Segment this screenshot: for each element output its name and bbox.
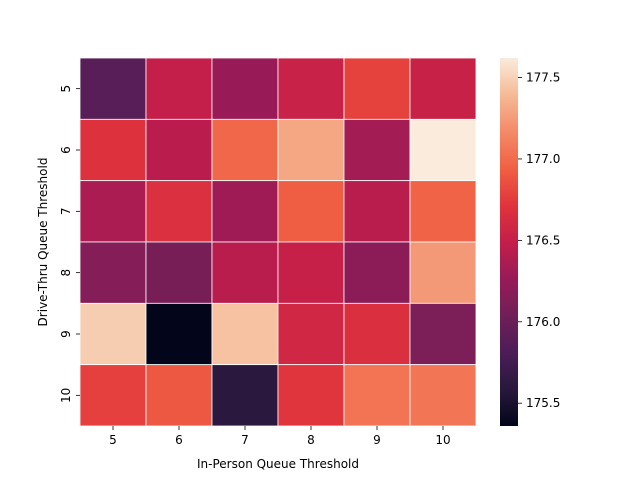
heatmap-cell (211, 364, 279, 427)
heatmap-cell (145, 302, 213, 366)
colorbar (500, 58, 518, 426)
x-tick-label: 9 (373, 433, 381, 447)
heatmap-cell (343, 302, 411, 366)
heatmap-cell (409, 180, 477, 243)
heatmap-cell (343, 364, 411, 427)
heatmap-cells (79, 57, 477, 427)
heatmap-cell (145, 364, 213, 427)
heatmap-cell (343, 180, 411, 243)
y-tick-label: 5 (59, 85, 73, 93)
colorbar-tick-label: 176.5 (526, 233, 560, 247)
x-axis-ticks: 5 6 7 8 9 10 (109, 426, 451, 447)
heatmap-cell (277, 57, 345, 120)
colorbar-tick-label: 177.0 (526, 152, 560, 166)
heatmap-cell (145, 118, 213, 182)
heatmap-cell (409, 118, 477, 182)
heatmap-cell (211, 57, 279, 120)
heatmap-cell (79, 180, 147, 243)
heatmap-cell (145, 241, 213, 304)
heatmap-cell (211, 180, 279, 243)
heatmap-cell (343, 118, 411, 182)
y-tick-label: 9 (59, 330, 73, 338)
heatmap-cell (79, 57, 147, 120)
y-tick-label: 10 (59, 388, 73, 403)
y-axis-ticks: 5 6 7 8 9 10 (59, 85, 80, 403)
heatmap-cell (145, 180, 213, 243)
heatmap-cell (277, 364, 345, 427)
x-tick-label: 7 (241, 433, 249, 447)
heatmap-cell (409, 241, 477, 304)
colorbar-tick-label: 176.0 (526, 315, 560, 329)
heatmap-cell (79, 118, 147, 182)
heatmap-cell (409, 302, 477, 366)
heatmap-cell (211, 241, 279, 304)
heatmap-cell (145, 57, 213, 120)
heatmap-cell (79, 364, 147, 427)
y-tick-label: 7 (59, 208, 73, 216)
heatmap-cell (343, 57, 411, 120)
heatmap-cell (277, 302, 345, 366)
heatmap-cell (79, 302, 147, 366)
heatmap-cell (277, 241, 345, 304)
heatmap-cell (211, 302, 279, 366)
heatmap-cell (277, 180, 345, 243)
heatmap-cell (79, 241, 147, 304)
x-tick-label: 5 (109, 433, 117, 447)
x-tick-label: 6 (175, 433, 183, 447)
colorbar-tick-label: 177.5 (526, 71, 560, 85)
y-axis-label: Drive-Thru Queue Threshold (36, 158, 50, 327)
heatmap-cell (409, 364, 477, 427)
heatmap-cell (277, 118, 345, 182)
y-tick-label: 8 (59, 269, 73, 277)
x-axis-label: In-Person Queue Threshold (197, 457, 359, 471)
x-tick-label: 8 (307, 433, 315, 447)
colorbar-ticks: 175.5 176.0 176.5 177.0 177.5 (518, 71, 560, 410)
y-tick-label: 6 (59, 146, 73, 154)
heatmap-cell (211, 118, 279, 182)
heatmap-cell (409, 57, 477, 120)
heatmap-cell (343, 241, 411, 304)
colorbar-tick-label: 175.5 (526, 396, 560, 410)
x-tick-label: 10 (435, 433, 450, 447)
